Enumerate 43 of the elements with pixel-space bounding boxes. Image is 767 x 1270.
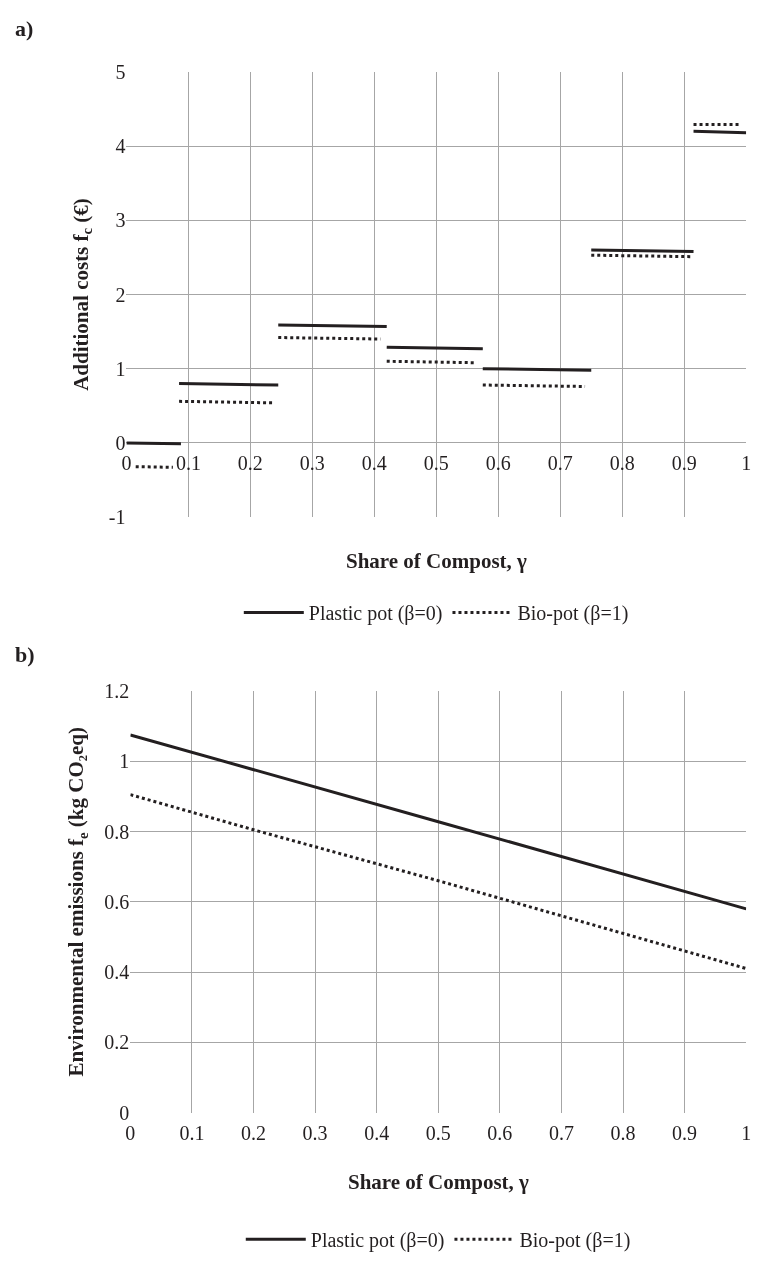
y-tick-label: 4 xyxy=(115,135,126,158)
chart-title: a) xyxy=(15,16,34,41)
y-tick-label: 0.8 xyxy=(104,820,130,843)
y-tick-label: 2 xyxy=(115,283,126,306)
x-tick-label: 0.4 xyxy=(364,1121,390,1144)
x-axis-title: Share of Compost, γ xyxy=(348,1170,530,1194)
y-tick-label: 0.2 xyxy=(104,1031,130,1054)
legend-label: Plastic pot (β=0) xyxy=(310,1229,445,1253)
legend-label: Bio-pot (β=1) xyxy=(519,1229,631,1253)
y-tick-label: 3 xyxy=(115,209,126,232)
x-tick-label: 0.5 xyxy=(425,1121,451,1144)
x-tick-label: 0.1 xyxy=(179,1121,205,1144)
x-tick-label: 0.3 xyxy=(302,1121,328,1144)
x-tick-label: 0.9 xyxy=(672,1121,698,1144)
x-tick-label: 0.2 xyxy=(237,451,263,474)
x-tick-label: 0.2 xyxy=(241,1121,267,1144)
x-tick-label: 0.6 xyxy=(487,1121,513,1144)
x-tick-label: 1 xyxy=(741,1121,752,1144)
y-tick-label: 0.4 xyxy=(104,961,130,984)
x-tick-label: 0.7 xyxy=(548,1121,574,1144)
legend-label: Bio-pot (β=1) xyxy=(517,602,629,626)
x-tick-label: 0.8 xyxy=(609,451,635,474)
x-tick-label: 0.4 xyxy=(361,451,387,474)
y-tick-label: 1.2 xyxy=(104,680,130,703)
y-tick-label: 5 xyxy=(115,60,126,83)
x-tick-label: 0.9 xyxy=(671,451,697,474)
x-tick-label: 0.8 xyxy=(610,1121,636,1144)
x-tick-label: 0.7 xyxy=(547,451,573,474)
chart-title: b) xyxy=(15,642,35,667)
x-tick-label: 1 xyxy=(741,451,752,474)
y-tick-label: 1 xyxy=(115,357,126,380)
y-tick-label: -1 xyxy=(108,506,126,529)
legend-label: Plastic pot (β=0) xyxy=(308,602,443,626)
line-series xyxy=(130,793,747,971)
y-tick-label: 1 xyxy=(119,750,130,773)
x-tick-label: 0.6 xyxy=(485,451,511,474)
y-tick-label: 0 xyxy=(115,431,126,454)
y-tick-label: 0.6 xyxy=(104,890,130,913)
x-tick-label: 0.3 xyxy=(299,451,325,474)
x-tick-label: 0.5 xyxy=(423,451,449,474)
x-axis-title: Share of Compost, γ xyxy=(346,549,528,573)
y-tick-label: 0 xyxy=(119,1101,130,1124)
x-tick-label: 0.1 xyxy=(175,451,201,474)
